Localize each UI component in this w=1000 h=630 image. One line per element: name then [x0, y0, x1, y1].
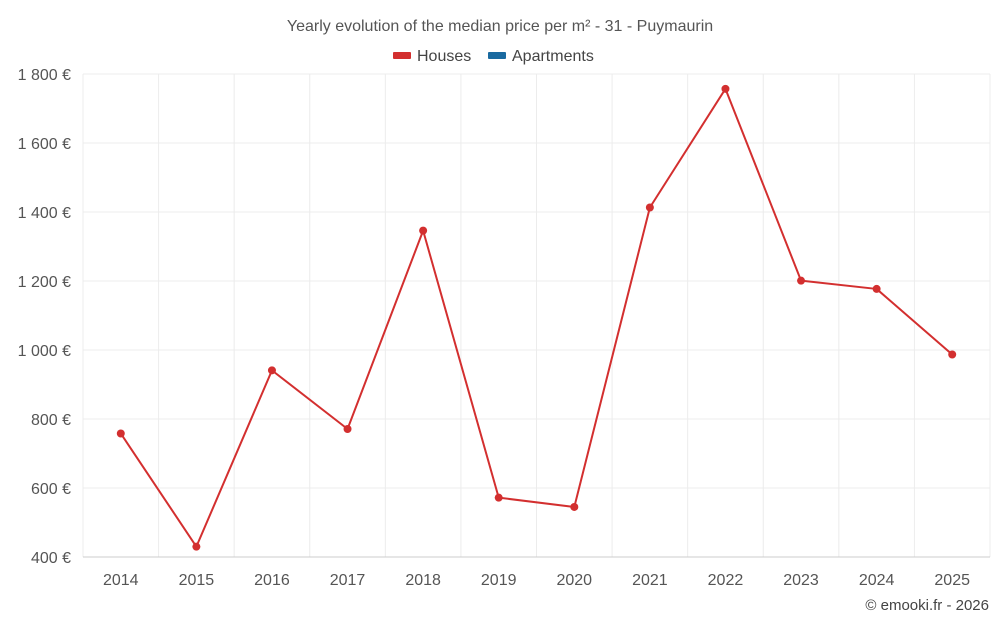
data-point — [570, 502, 579, 511]
y-tick-label: 600 € — [31, 481, 71, 498]
x-tick-label: 2014 — [103, 572, 139, 589]
x-tick-label: 2025 — [934, 572, 970, 589]
data-point — [116, 429, 125, 438]
data-point — [419, 226, 428, 235]
y-tick-label: 1 200 € — [18, 274, 71, 291]
x-tick-label: 2022 — [708, 572, 744, 589]
chart-title: Yearly evolution of the median price per… — [287, 18, 713, 35]
legend-swatch — [393, 52, 411, 59]
data-point — [645, 203, 654, 212]
x-tick-label: 2020 — [556, 572, 592, 589]
legend: Houses Apartments — [393, 48, 594, 65]
series-line — [119, 87, 953, 548]
legend-swatch — [488, 52, 506, 59]
data-point — [948, 350, 957, 359]
x-tick-label: 2015 — [179, 572, 215, 589]
data-point — [267, 366, 276, 375]
x-tick-label: 2018 — [405, 572, 441, 589]
x-tick-label: 2017 — [330, 572, 366, 589]
y-tick-label: 1 400 € — [18, 205, 71, 222]
x-tick-label: 2016 — [254, 572, 290, 589]
y-tick-label: 1 600 € — [18, 136, 71, 153]
data-point — [721, 84, 730, 93]
y-tick-label: 1 000 € — [18, 343, 71, 360]
data-point — [797, 276, 806, 285]
legend-label: Apartments — [512, 48, 594, 65]
y-tick-label: 400 € — [31, 550, 71, 567]
y-axis: 400 € 600 € 800 € 1 000 € 1 200 € 1 400 € 1 60… — [18, 67, 71, 567]
x-tick-label: 2019 — [481, 572, 517, 589]
credit-text: © emooki.fr - 2026 — [865, 597, 989, 614]
series-layer — [116, 84, 957, 551]
data-point — [343, 425, 352, 434]
grid — [82, 73, 991, 558]
x-tick-label: 2023 — [783, 572, 819, 589]
data-point — [192, 542, 201, 551]
y-tick-label: 1 800 € — [18, 67, 71, 84]
data-point — [872, 284, 881, 293]
y-tick-label: 800 € — [31, 412, 71, 429]
x-axis: 2014 2015 2016 2017 2018 2019 2020 2021 2022 2023… — [83, 556, 990, 589]
legend-label: Houses — [417, 48, 471, 65]
x-tick-label: 2024 — [859, 572, 895, 589]
data-point — [494, 493, 503, 502]
x-tick-label: 2021 — [632, 572, 668, 589]
